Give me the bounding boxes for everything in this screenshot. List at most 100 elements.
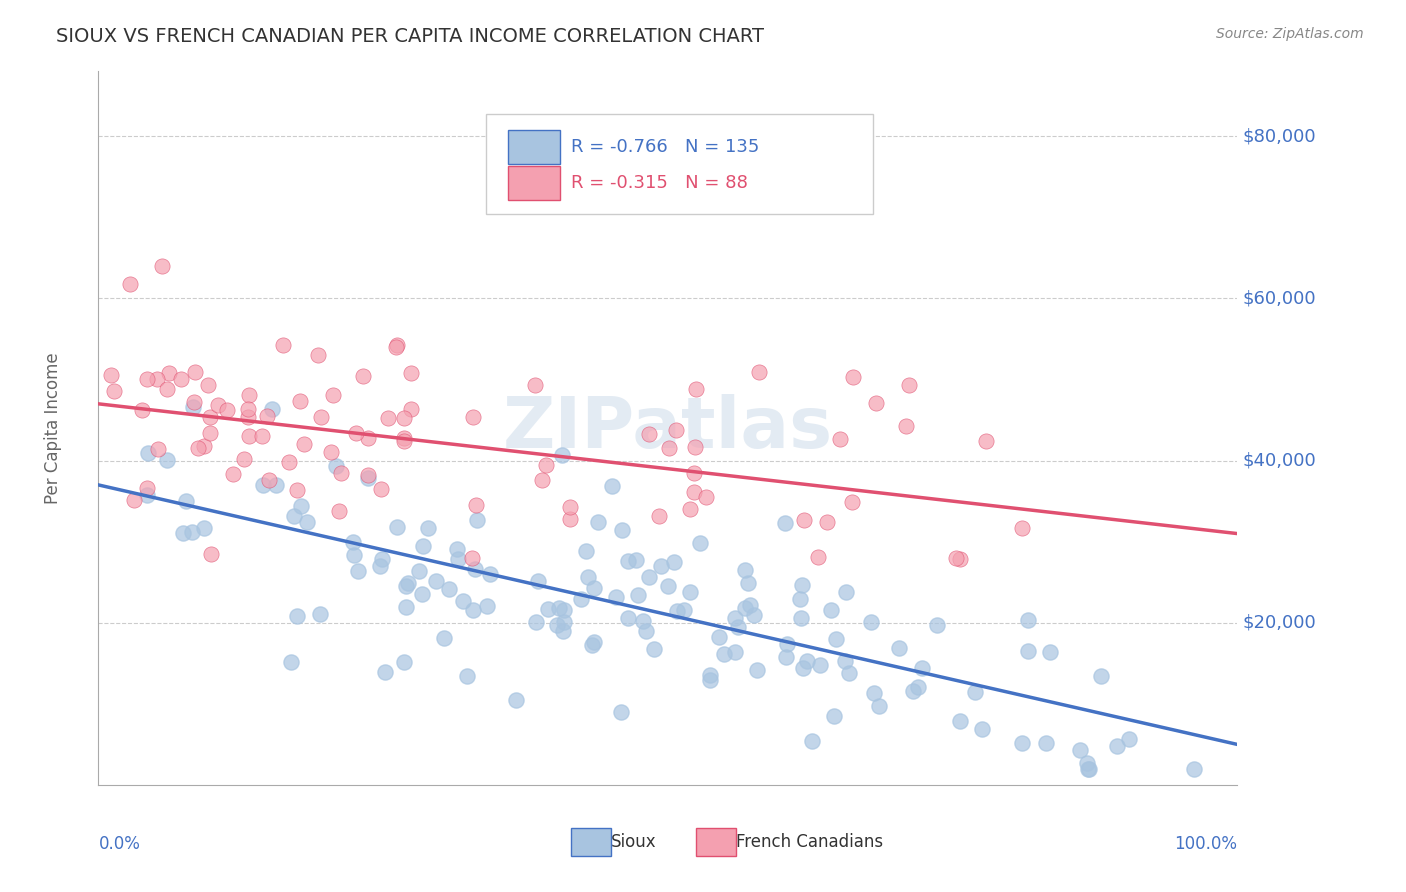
Point — [465, 498, 488, 512]
Point — [193, 439, 215, 453]
Point — [238, 388, 260, 402]
Point — [408, 564, 430, 578]
Point — [553, 603, 575, 617]
Point — [399, 366, 422, 380]
Point — [463, 410, 485, 425]
Point — [392, 655, 415, 669]
Point — [156, 453, 179, 467]
Text: $60,000: $60,000 — [1243, 289, 1316, 308]
Point — [807, 549, 830, 564]
Point — [292, 437, 315, 451]
Point — [103, 384, 125, 398]
Point — [605, 590, 627, 604]
Point — [392, 431, 415, 445]
Point — [395, 599, 418, 614]
Point — [392, 434, 415, 448]
Point — [170, 372, 193, 386]
Point — [575, 543, 598, 558]
Point — [612, 523, 634, 537]
Text: $40,000: $40,000 — [1243, 451, 1317, 469]
Point — [1078, 762, 1101, 776]
Point — [456, 668, 478, 682]
Point — [965, 685, 987, 699]
Point — [343, 548, 366, 562]
Point — [131, 402, 153, 417]
Point — [1182, 762, 1205, 776]
Point — [322, 388, 344, 402]
Point — [374, 665, 396, 679]
Text: Sioux: Sioux — [612, 833, 657, 851]
Point — [662, 555, 685, 569]
Point — [122, 492, 145, 507]
Point — [734, 601, 756, 615]
Point — [1069, 742, 1091, 756]
Point — [283, 508, 305, 523]
Point — [638, 570, 661, 584]
Point — [368, 558, 391, 573]
Point — [789, 591, 811, 606]
Point — [135, 488, 157, 502]
Point — [262, 402, 284, 417]
Point — [277, 455, 299, 469]
Point — [911, 661, 934, 675]
Point — [377, 411, 399, 425]
Point — [553, 615, 575, 629]
Point — [636, 624, 658, 639]
Point — [396, 576, 419, 591]
Point — [665, 423, 688, 437]
Point — [352, 369, 374, 384]
Point — [181, 525, 204, 540]
Point — [679, 501, 702, 516]
Point — [252, 478, 274, 492]
Point — [949, 551, 972, 566]
Point — [707, 630, 730, 644]
Point — [643, 641, 665, 656]
Point — [713, 647, 735, 661]
Point — [259, 474, 281, 488]
Point — [581, 638, 603, 652]
Point — [548, 600, 571, 615]
Point — [100, 368, 122, 382]
Point — [184, 365, 207, 379]
FancyBboxPatch shape — [571, 828, 610, 856]
Point — [815, 516, 838, 530]
Point — [734, 563, 756, 577]
Point — [859, 615, 882, 629]
Point — [841, 494, 863, 508]
Point — [685, 382, 707, 396]
Point — [157, 366, 180, 380]
Point — [236, 402, 259, 417]
FancyBboxPatch shape — [485, 114, 873, 214]
Point — [808, 657, 831, 672]
Point — [737, 575, 759, 590]
Point — [637, 426, 659, 441]
Point — [215, 403, 238, 417]
Point — [627, 588, 650, 602]
Point — [558, 512, 581, 526]
Text: R = -0.766   N = 135: R = -0.766 N = 135 — [571, 138, 759, 156]
Point — [285, 609, 308, 624]
Point — [1017, 613, 1039, 627]
Point — [792, 513, 814, 527]
Point — [699, 667, 721, 681]
Point — [790, 577, 813, 591]
Point — [357, 471, 380, 485]
Text: Source: ZipAtlas.com: Source: ZipAtlas.com — [1216, 27, 1364, 41]
Point — [1076, 756, 1098, 771]
FancyBboxPatch shape — [509, 130, 560, 164]
Point — [200, 426, 222, 441]
Point — [724, 611, 747, 625]
Point — [801, 733, 824, 747]
Point — [927, 617, 949, 632]
Point — [399, 402, 422, 417]
Point — [792, 661, 814, 675]
Point — [307, 348, 329, 362]
Point — [135, 372, 157, 386]
Point — [820, 603, 842, 617]
Point — [174, 493, 197, 508]
Point — [197, 378, 219, 392]
Point — [740, 599, 762, 613]
Point — [385, 520, 408, 534]
Point — [945, 551, 967, 566]
Point — [865, 395, 887, 409]
